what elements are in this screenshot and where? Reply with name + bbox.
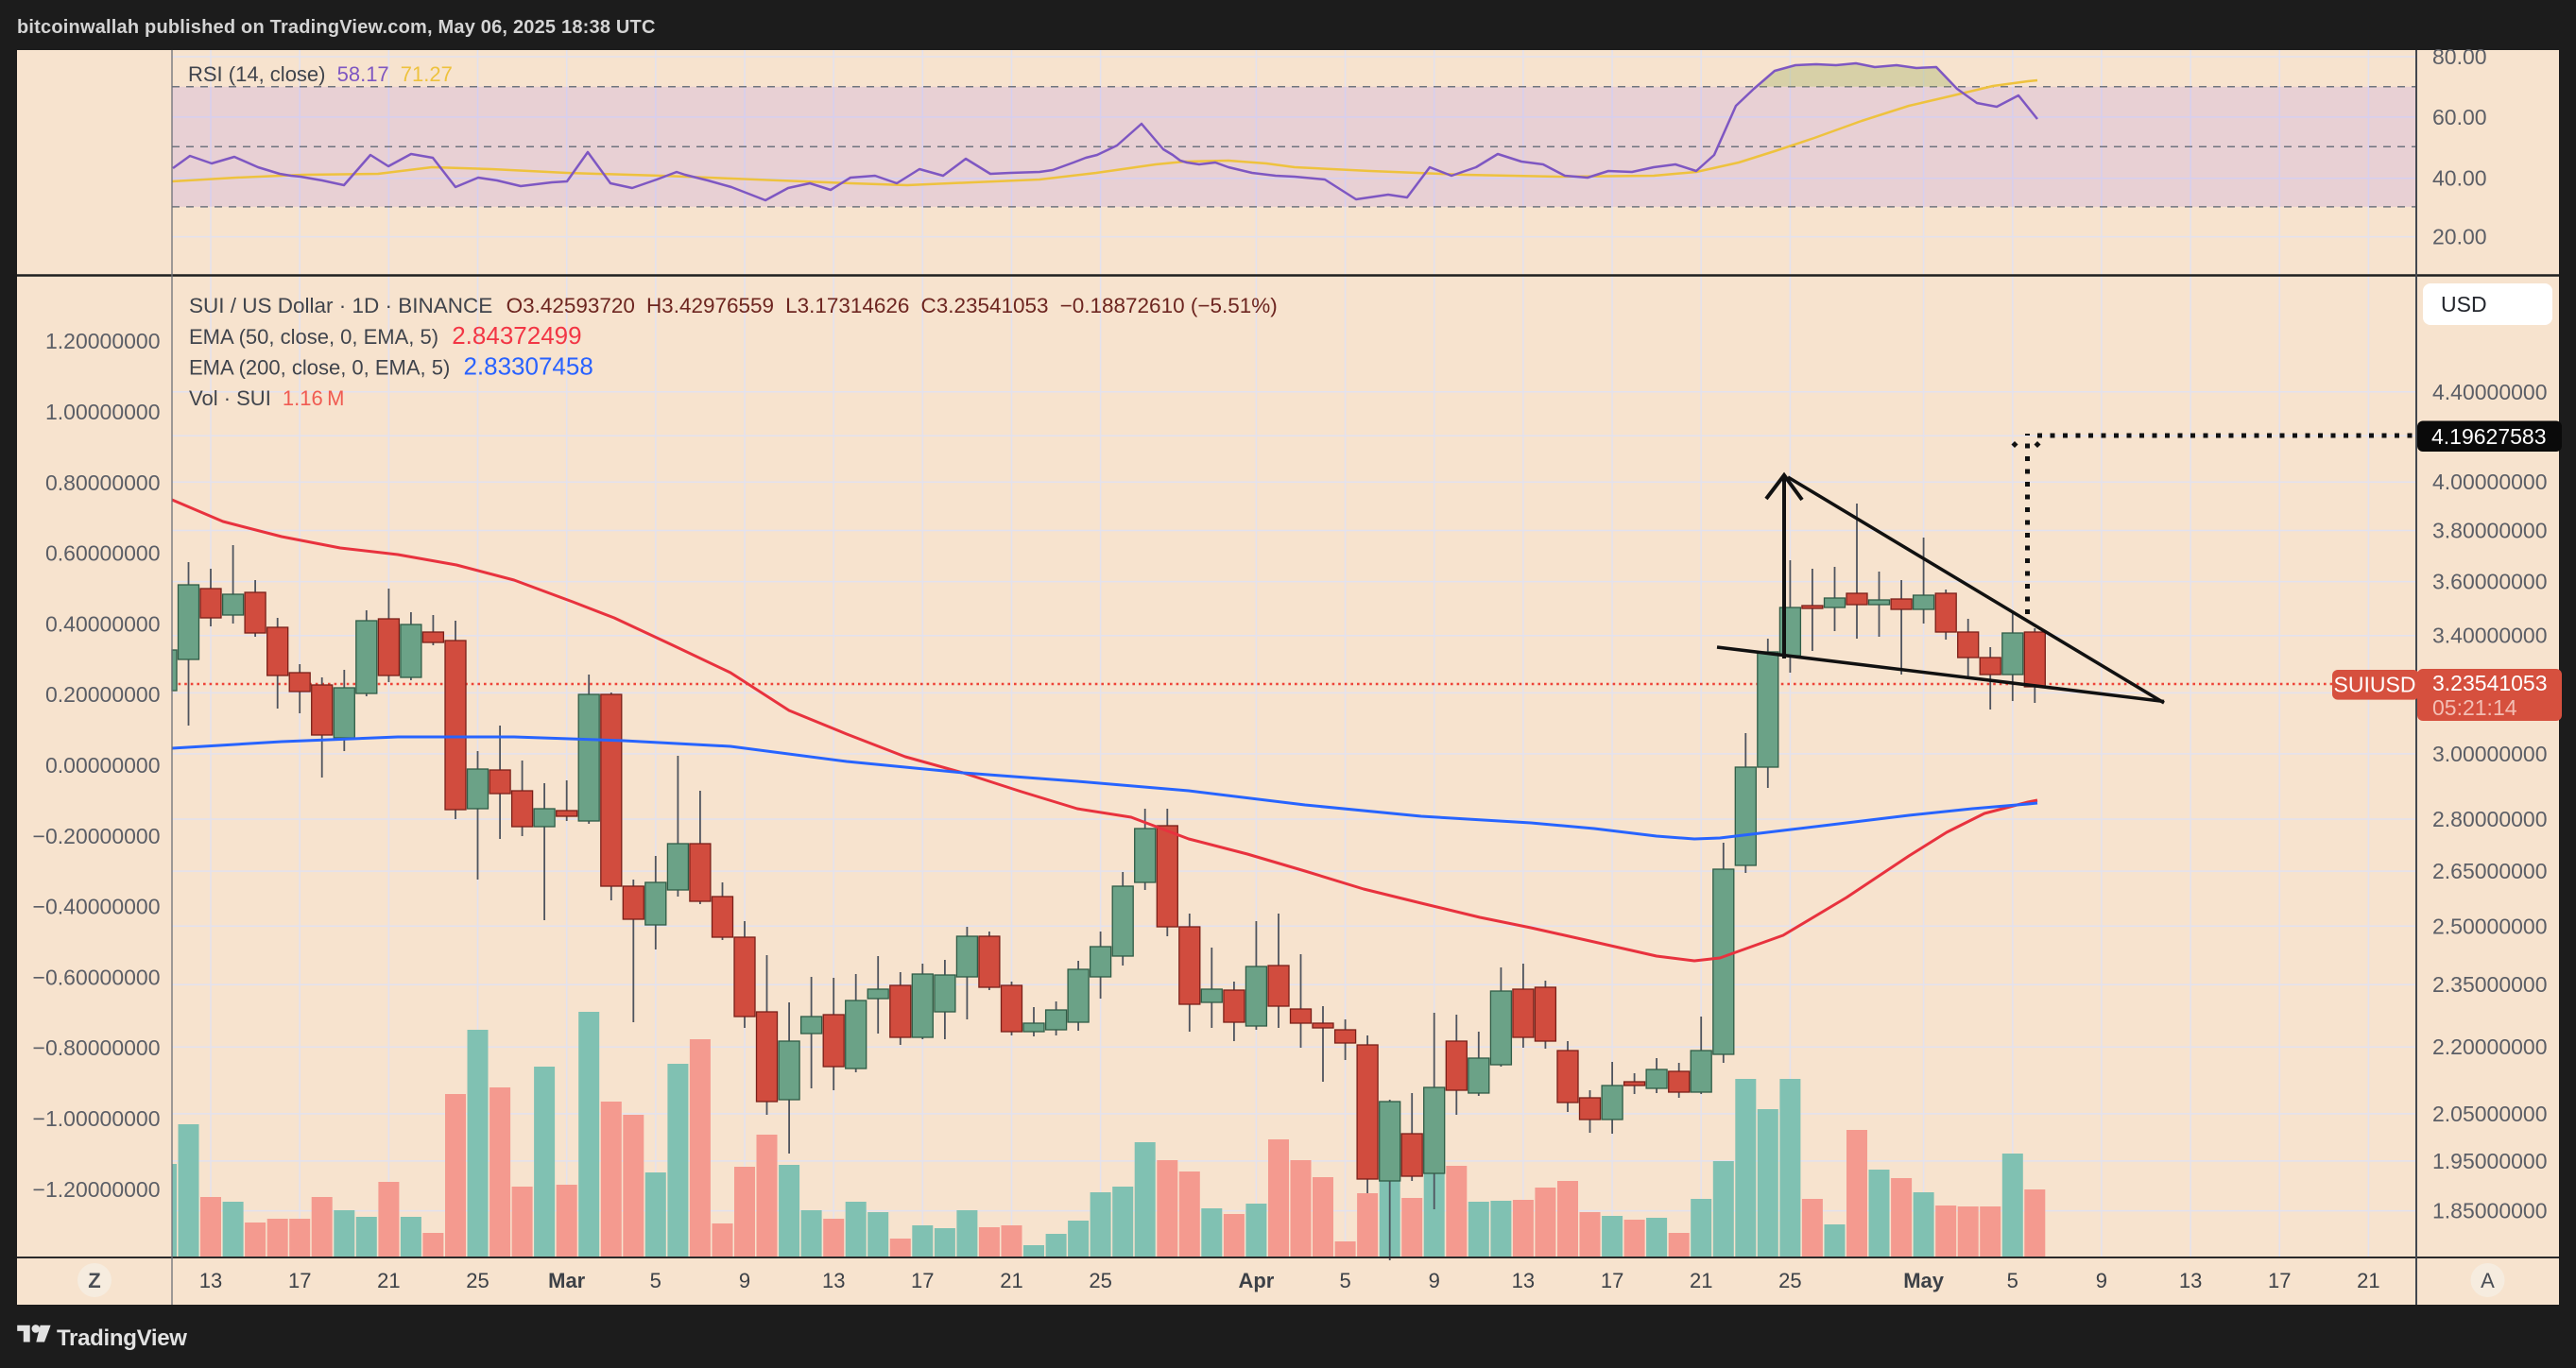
svg-text:Vol · SUI 1.16 M: Vol · SUI 1.16 M bbox=[189, 386, 344, 410]
svg-text:2.50000000: 2.50000000 bbox=[2432, 914, 2548, 938]
svg-text:bitcoinwallah published on Tra: bitcoinwallah published on TradingView.c… bbox=[17, 17, 656, 38]
svg-text:RSI (14, close) 58.17 71.27: RSI (14, close) 58.17 71.27 bbox=[188, 62, 453, 86]
svg-text:4.00000000: 4.00000000 bbox=[2432, 470, 2548, 494]
svg-text:25: 25 bbox=[466, 1269, 489, 1292]
svg-text:−1.20000000: −1.20000000 bbox=[33, 1177, 161, 1202]
svg-text:EMA (50, close, 0, EMA, 5) 2.8: EMA (50, close, 0, EMA, 5) 2.84372499 bbox=[189, 321, 582, 350]
svg-text:Apr: Apr bbox=[1238, 1269, 1274, 1292]
svg-text:3.60000000: 3.60000000 bbox=[2432, 570, 2548, 594]
svg-text:0.60000000: 0.60000000 bbox=[45, 541, 161, 566]
svg-text:4.19627583: 4.19627583 bbox=[2431, 424, 2547, 449]
svg-text:17: 17 bbox=[288, 1269, 311, 1292]
svg-text:80.00: 80.00 bbox=[2432, 44, 2487, 69]
svg-text:0.40000000: 0.40000000 bbox=[45, 611, 161, 636]
svg-text:2.65000000: 2.65000000 bbox=[2432, 859, 2548, 883]
svg-text:4.40000000: 4.40000000 bbox=[2432, 380, 2548, 404]
svg-text:13: 13 bbox=[199, 1269, 222, 1292]
svg-text:Mar: Mar bbox=[548, 1269, 586, 1292]
svg-text:0.20000000: 0.20000000 bbox=[45, 682, 161, 707]
svg-text:TradingView: TradingView bbox=[57, 1325, 187, 1351]
svg-text:A: A bbox=[2481, 1269, 2495, 1292]
svg-text:2.20000000: 2.20000000 bbox=[2432, 1035, 2548, 1059]
svg-text:USD: USD bbox=[2441, 292, 2487, 316]
svg-text:−0.40000000: −0.40000000 bbox=[33, 895, 161, 919]
svg-text:21: 21 bbox=[1000, 1269, 1022, 1292]
svg-text:−0.80000000: −0.80000000 bbox=[33, 1035, 161, 1060]
svg-text:SUIUSD: SUIUSD bbox=[2334, 673, 2416, 697]
svg-text:9: 9 bbox=[739, 1269, 750, 1292]
svg-text:2.80000000: 2.80000000 bbox=[2432, 807, 2548, 831]
svg-text:13: 13 bbox=[822, 1269, 845, 1292]
svg-text:25: 25 bbox=[1778, 1269, 1801, 1292]
svg-text:3.40000000: 3.40000000 bbox=[2432, 624, 2548, 648]
svg-text:21: 21 bbox=[1690, 1269, 1712, 1292]
svg-text:21: 21 bbox=[2357, 1269, 2379, 1292]
svg-text:9: 9 bbox=[1429, 1269, 1440, 1292]
svg-text:17: 17 bbox=[1601, 1269, 1623, 1292]
svg-text:0.00000000: 0.00000000 bbox=[45, 753, 161, 778]
svg-text:1.20000000: 1.20000000 bbox=[45, 329, 161, 353]
svg-text:17: 17 bbox=[2268, 1269, 2291, 1292]
svg-text:3.23541053: 3.23541053 bbox=[2432, 671, 2548, 695]
svg-text:17: 17 bbox=[911, 1269, 934, 1292]
svg-text:3.80000000: 3.80000000 bbox=[2432, 519, 2548, 543]
svg-text:9: 9 bbox=[2096, 1269, 2107, 1292]
svg-text:1.95000000: 1.95000000 bbox=[2432, 1149, 2548, 1173]
svg-text:2.05000000: 2.05000000 bbox=[2432, 1102, 2548, 1126]
svg-text:5: 5 bbox=[2007, 1269, 2018, 1292]
svg-text:25: 25 bbox=[1089, 1269, 1111, 1292]
svg-text:13: 13 bbox=[2179, 1269, 2202, 1292]
svg-text:3.00000000: 3.00000000 bbox=[2432, 742, 2548, 766]
svg-text:0.80000000: 0.80000000 bbox=[45, 470, 161, 495]
svg-text:05:21:14: 05:21:14 bbox=[2432, 695, 2517, 720]
svg-text:21: 21 bbox=[377, 1269, 400, 1292]
svg-text:−0.60000000: −0.60000000 bbox=[33, 965, 161, 989]
svg-text:60.00: 60.00 bbox=[2432, 105, 2487, 129]
svg-text:13: 13 bbox=[1512, 1269, 1535, 1292]
svg-text:−1.00000000: −1.00000000 bbox=[33, 1106, 161, 1131]
svg-text:Z: Z bbox=[88, 1269, 100, 1292]
svg-text:−0.20000000: −0.20000000 bbox=[33, 824, 161, 848]
svg-text:40.00: 40.00 bbox=[2432, 166, 2487, 191]
svg-text:EMA (200, close, 0, EMA, 5) 2.: EMA (200, close, 0, EMA, 5) 2.83307458 bbox=[189, 352, 593, 381]
svg-text:1.00000000: 1.00000000 bbox=[45, 400, 161, 424]
svg-text:2.35000000: 2.35000000 bbox=[2432, 972, 2548, 997]
svg-text:SUI / US Dollar · 1D · BINANCE: SUI / US Dollar · 1D · BINANCE O3.425937… bbox=[189, 294, 1278, 317]
svg-text:1.85000000: 1.85000000 bbox=[2432, 1199, 2548, 1223]
svg-text:20.00: 20.00 bbox=[2432, 225, 2487, 249]
svg-text:5: 5 bbox=[650, 1269, 661, 1292]
svg-text:5: 5 bbox=[1339, 1269, 1350, 1292]
svg-text:May: May bbox=[1903, 1269, 1945, 1292]
